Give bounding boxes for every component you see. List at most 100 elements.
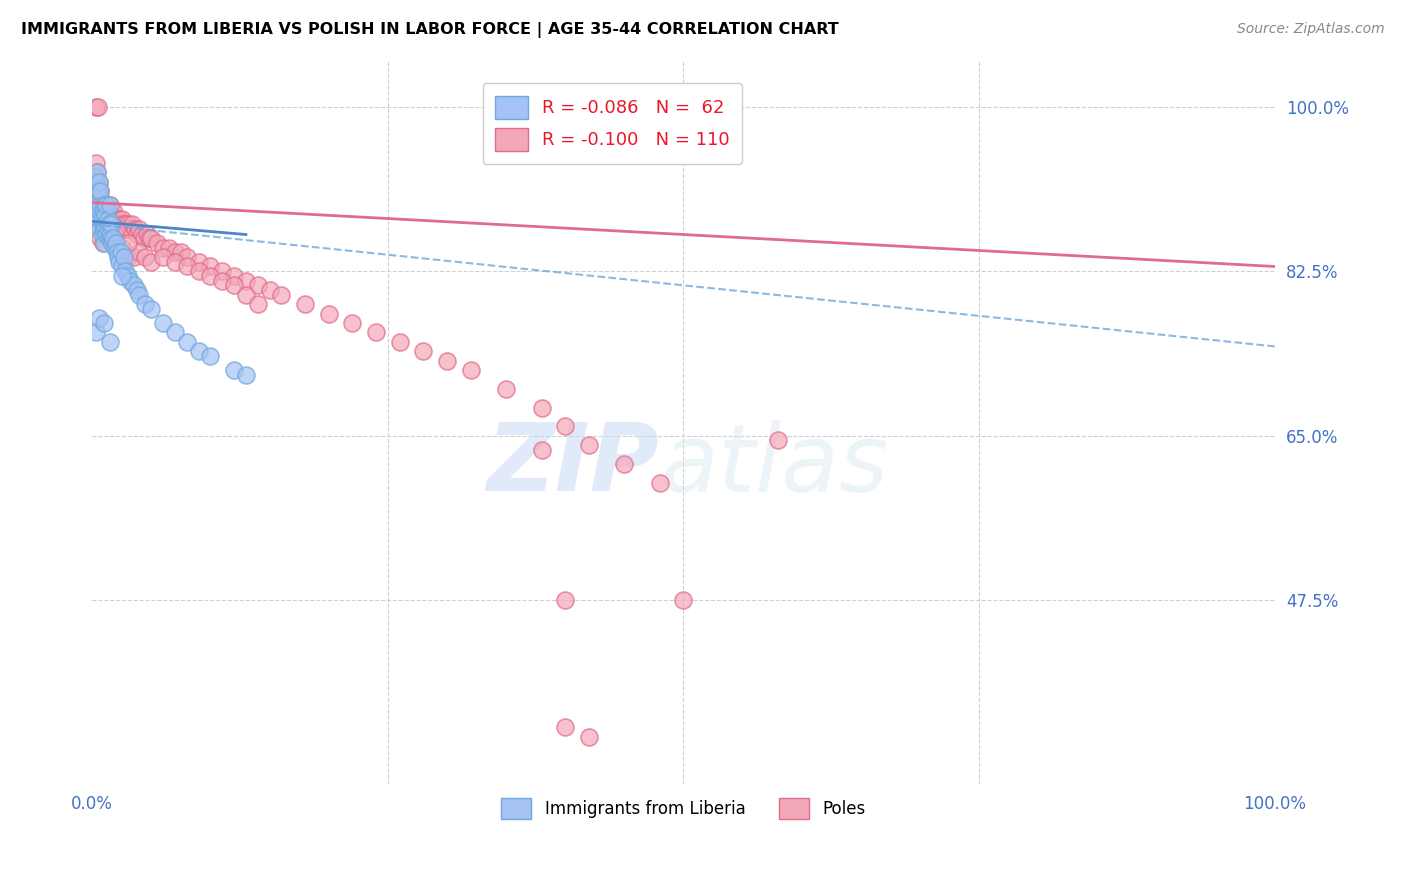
Point <box>87 212 110 227</box>
Point <box>112 222 135 236</box>
Point <box>91 235 114 250</box>
Point <box>84 184 107 198</box>
Point <box>613 457 636 471</box>
Point <box>122 278 145 293</box>
Point <box>135 227 157 241</box>
Point <box>89 175 111 189</box>
Point <box>93 316 115 330</box>
Point <box>530 401 553 415</box>
Point <box>87 179 110 194</box>
Point <box>117 235 139 250</box>
Point <box>128 245 150 260</box>
Point <box>117 217 139 231</box>
Point <box>89 184 111 198</box>
Point <box>105 212 128 227</box>
Point <box>101 212 124 227</box>
Point <box>436 353 458 368</box>
Point <box>96 227 118 241</box>
Point <box>98 227 121 241</box>
Point <box>84 156 107 170</box>
Text: ZIP: ZIP <box>486 419 659 511</box>
Point <box>91 222 114 236</box>
Point <box>89 222 111 236</box>
Point <box>141 301 163 316</box>
Point <box>97 231 120 245</box>
Point <box>93 217 115 231</box>
Point <box>86 203 108 218</box>
Point <box>222 363 245 377</box>
Point <box>211 264 233 278</box>
Point <box>495 382 517 396</box>
Point <box>152 316 174 330</box>
Point <box>111 212 134 227</box>
Point <box>108 212 131 227</box>
Legend: Immigrants from Liberia, Poles: Immigrants from Liberia, Poles <box>495 791 872 826</box>
Point <box>578 438 600 452</box>
Point <box>342 316 364 330</box>
Text: IMMIGRANTS FROM LIBERIA VS POLISH IN LABOR FORCE | AGE 35-44 CORRELATION CHART: IMMIGRANTS FROM LIBERIA VS POLISH IN LAB… <box>21 22 839 38</box>
Point <box>89 198 111 212</box>
Point <box>111 217 134 231</box>
Point <box>270 287 292 301</box>
Point <box>176 334 198 349</box>
Point <box>117 268 139 283</box>
Point <box>235 287 257 301</box>
Point <box>86 165 108 179</box>
Point <box>98 334 121 349</box>
Point <box>152 241 174 255</box>
Point <box>138 231 160 245</box>
Point <box>127 227 149 241</box>
Point <box>104 217 127 231</box>
Point <box>460 363 482 377</box>
Point <box>89 311 111 326</box>
Point <box>412 344 434 359</box>
Point <box>141 231 163 245</box>
Point <box>100 231 122 245</box>
Point <box>163 326 186 340</box>
Point <box>97 217 120 231</box>
Point <box>117 250 139 264</box>
Point <box>90 227 112 241</box>
Point <box>97 227 120 241</box>
Point <box>96 222 118 236</box>
Point <box>554 593 576 607</box>
Point <box>388 334 411 349</box>
Point <box>91 198 114 212</box>
Point <box>84 100 107 114</box>
Point <box>163 254 186 268</box>
Point <box>96 222 118 236</box>
Point <box>96 208 118 222</box>
Point <box>259 283 281 297</box>
Point <box>115 222 138 236</box>
Point <box>101 235 124 250</box>
Point <box>89 203 111 218</box>
Point <box>672 593 695 607</box>
Point <box>163 245 186 260</box>
Point <box>97 212 120 227</box>
Point <box>112 250 135 264</box>
Point <box>104 235 127 250</box>
Point <box>93 235 115 250</box>
Point <box>766 434 789 448</box>
Point <box>200 268 222 283</box>
Point <box>104 222 127 236</box>
Point <box>235 274 257 288</box>
Point <box>90 212 112 227</box>
Point <box>152 250 174 264</box>
Point <box>121 217 143 231</box>
Point <box>87 184 110 198</box>
Point <box>111 268 134 283</box>
Point <box>122 250 145 264</box>
Point <box>170 245 193 260</box>
Point <box>96 198 118 212</box>
Point <box>127 283 149 297</box>
Point <box>103 222 125 236</box>
Point <box>89 198 111 212</box>
Point <box>110 217 132 231</box>
Point <box>89 203 111 218</box>
Point <box>111 260 134 274</box>
Point <box>118 274 141 288</box>
Point <box>134 250 156 264</box>
Point <box>118 222 141 236</box>
Point <box>157 241 180 255</box>
